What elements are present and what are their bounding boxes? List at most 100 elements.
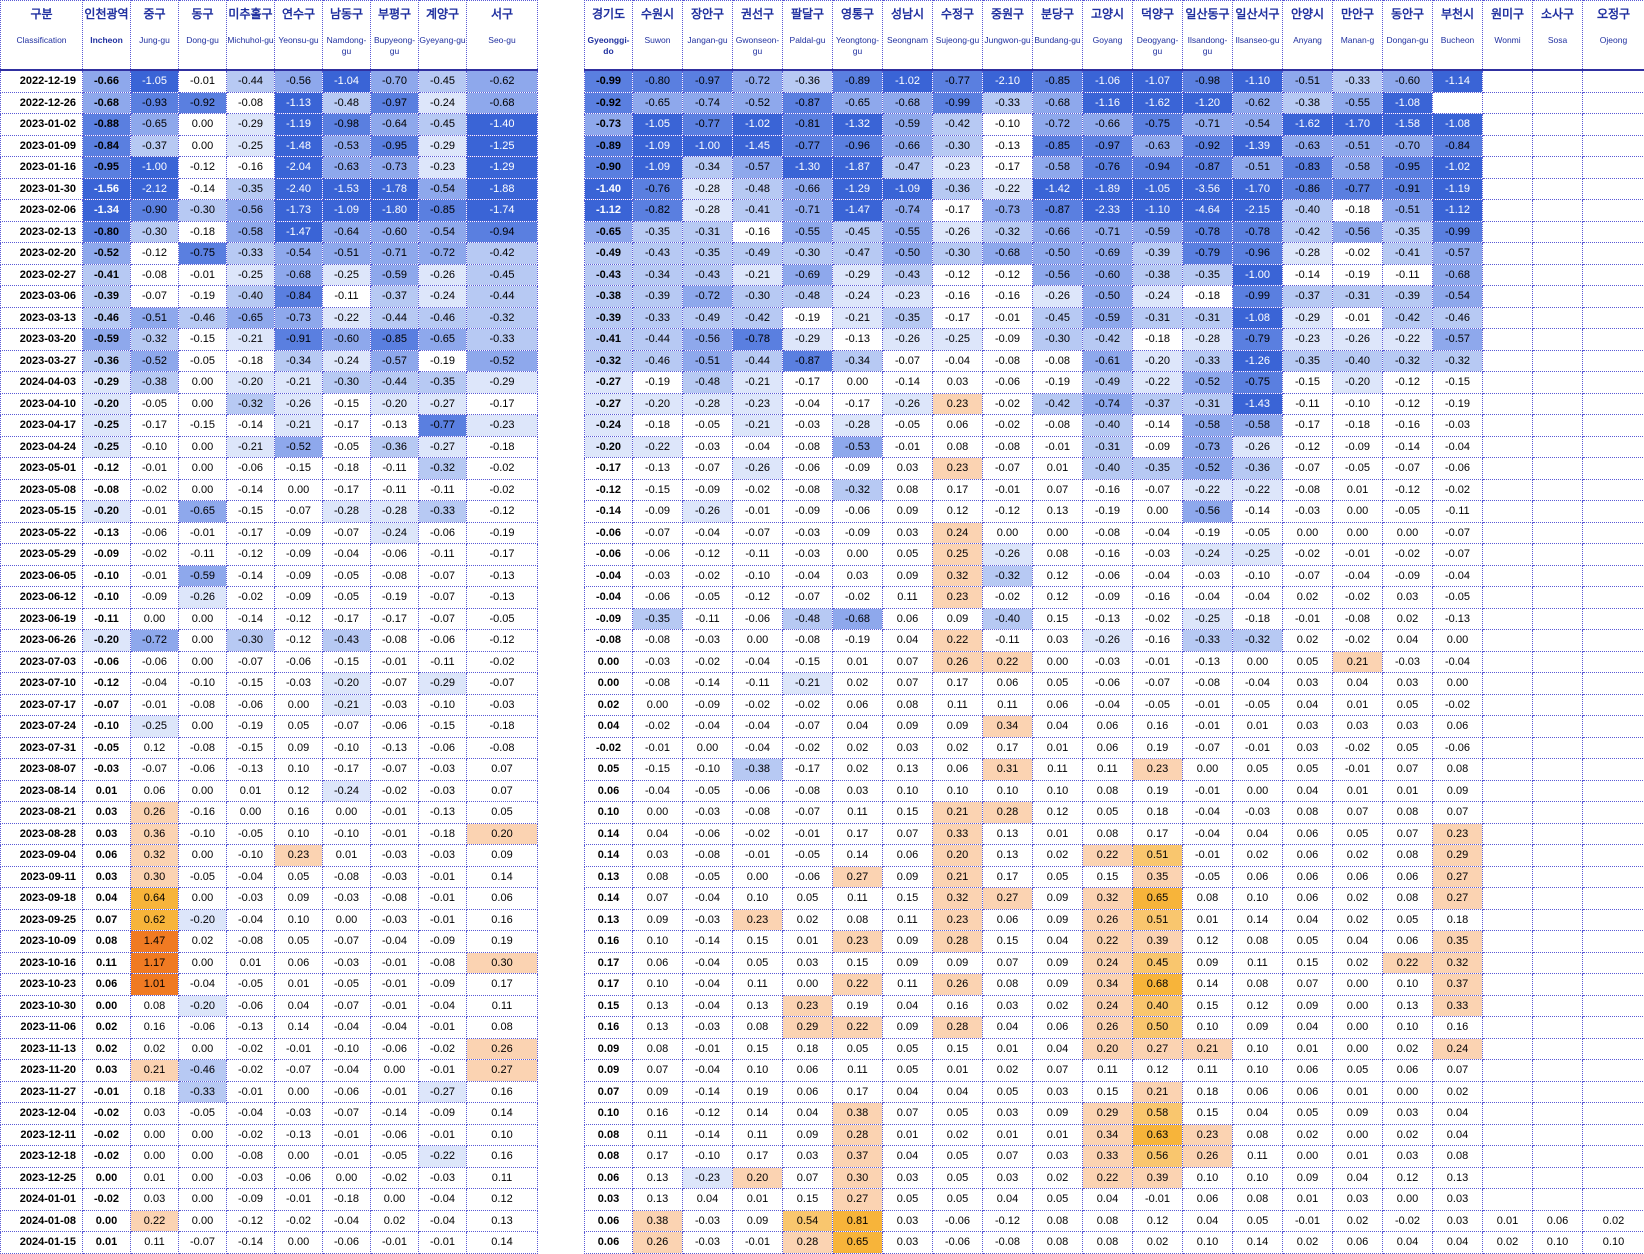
value-cell: -0.42 bbox=[933, 114, 983, 136]
value-cell: -0.63 bbox=[1283, 135, 1333, 157]
value-cell: -0.14 bbox=[227, 1232, 275, 1254]
value-cell: -0.15 bbox=[179, 415, 227, 437]
value-cell: -0.23 bbox=[733, 393, 783, 415]
value-cell: -0.33 bbox=[179, 1081, 227, 1103]
value-cell: 0.03 bbox=[1383, 1146, 1433, 1168]
value-cell: -0.72 bbox=[1033, 114, 1083, 136]
value-cell: -0.25 bbox=[83, 436, 131, 458]
value-cell: -0.92 bbox=[179, 92, 227, 114]
value-cell: -0.09 bbox=[83, 544, 131, 566]
value-cell: -0.01 bbox=[733, 845, 783, 867]
value-cell: 0.13 bbox=[633, 995, 683, 1017]
value-cell: -0.04 bbox=[1433, 565, 1483, 587]
value-cell bbox=[1483, 694, 1533, 716]
value-cell: -0.84 bbox=[83, 135, 131, 157]
value-cell: -0.25 bbox=[1233, 544, 1283, 566]
value-cell: -0.34 bbox=[683, 157, 733, 179]
value-cell: 0.13 bbox=[983, 845, 1033, 867]
value-cell: -0.77 bbox=[419, 415, 467, 437]
value-cell: 0.21 bbox=[1333, 651, 1383, 673]
value-cell: -0.66 bbox=[883, 135, 933, 157]
value-cell: 0.11 bbox=[1183, 1060, 1233, 1082]
value-cell: -0.65 bbox=[419, 329, 467, 351]
value-cell: 0.06 bbox=[131, 780, 179, 802]
value-cell: -0.01 bbox=[275, 1038, 323, 1060]
value-cell: 0.17 bbox=[733, 1146, 783, 1168]
value-cell bbox=[1483, 286, 1533, 308]
value-cell: 0.03 bbox=[1433, 1210, 1483, 1232]
value-cell bbox=[1583, 92, 1644, 114]
value-cell: 0.05 bbox=[1383, 737, 1433, 759]
value-cell: -0.05 bbox=[1233, 522, 1283, 544]
value-cell: 0.32 bbox=[1083, 888, 1133, 910]
value-cell: 0.00 bbox=[179, 135, 227, 157]
value-cell bbox=[1583, 157, 1644, 179]
value-cell bbox=[1583, 587, 1644, 609]
value-cell: 0.01 bbox=[275, 974, 323, 996]
value-cell: -0.15 bbox=[323, 393, 371, 415]
value-cell: -0.06 bbox=[371, 716, 419, 738]
value-cell: -1.25 bbox=[467, 135, 538, 157]
value-cell bbox=[1583, 1167, 1644, 1189]
value-cell: 0.05 bbox=[1033, 1189, 1083, 1211]
date-cell: 2023-04-24 bbox=[1, 436, 83, 458]
value-cell: 0.06 bbox=[1033, 694, 1083, 716]
col-header-ko: 경기도 bbox=[585, 7, 632, 21]
value-cell: -0.26 bbox=[1083, 630, 1133, 652]
value-cell: -0.05 bbox=[323, 974, 371, 996]
value-cell bbox=[1483, 1017, 1533, 1039]
value-cell: -0.03 bbox=[371, 909, 419, 931]
value-cell: -0.04 bbox=[323, 544, 371, 566]
value-cell: -0.95 bbox=[83, 157, 131, 179]
value-cell: 0.26 bbox=[933, 651, 983, 673]
value-cell: 0.01 bbox=[1483, 1210, 1533, 1232]
value-cell: -0.05 bbox=[467, 608, 538, 630]
value-cell: 0.08 bbox=[1433, 759, 1483, 781]
value-cell: -1.80 bbox=[371, 200, 419, 222]
value-cell: -0.19 bbox=[1433, 393, 1483, 415]
value-cell: -3.56 bbox=[1183, 178, 1233, 200]
value-cell bbox=[1533, 544, 1583, 566]
value-cell: 0.10 bbox=[467, 1124, 538, 1146]
value-cell: 0.21 bbox=[933, 866, 983, 888]
value-cell: -0.35 bbox=[419, 372, 467, 394]
value-cell: -0.08 bbox=[983, 1232, 1033, 1254]
value-cell: -0.04 bbox=[683, 1060, 733, 1082]
value-cell: 0.11 bbox=[833, 888, 883, 910]
value-cell: -0.58 bbox=[1033, 157, 1083, 179]
value-cell: 0.19 bbox=[1133, 737, 1183, 759]
col-header-ko: 구분 bbox=[1, 7, 82, 21]
value-cell: -0.08 bbox=[733, 802, 783, 824]
value-cell: 0.14 bbox=[275, 1017, 323, 1039]
value-cell: -1.88 bbox=[467, 178, 538, 200]
value-cell: -0.02 bbox=[983, 393, 1033, 415]
value-cell: -0.06 bbox=[733, 608, 783, 630]
value-cell: 0.08 bbox=[1083, 1232, 1133, 1254]
value-cell: 0.04 bbox=[1283, 909, 1333, 931]
value-cell: -0.08 bbox=[1033, 415, 1083, 437]
value-cell: 0.11 bbox=[83, 952, 131, 974]
value-cell: -2.40 bbox=[275, 178, 323, 200]
value-cell: -0.41 bbox=[83, 264, 131, 286]
value-cell: -0.65 bbox=[633, 92, 683, 114]
value-cell: -0.01 bbox=[371, 802, 419, 824]
value-cell: -0.06 bbox=[419, 737, 467, 759]
date-cell: 2023-12-18 bbox=[1, 1146, 83, 1168]
value-cell: -0.20 bbox=[227, 372, 275, 394]
value-cell: 0.00 bbox=[1333, 974, 1383, 996]
value-cell: -0.01 bbox=[1133, 1189, 1183, 1211]
value-cell: -1.06 bbox=[1083, 70, 1133, 92]
value-cell: 0.01 bbox=[323, 845, 371, 867]
value-cell: 0.06 bbox=[883, 845, 933, 867]
value-cell: -0.56 bbox=[683, 329, 733, 351]
value-cell: -0.40 bbox=[1083, 415, 1133, 437]
value-cell bbox=[1433, 92, 1483, 114]
